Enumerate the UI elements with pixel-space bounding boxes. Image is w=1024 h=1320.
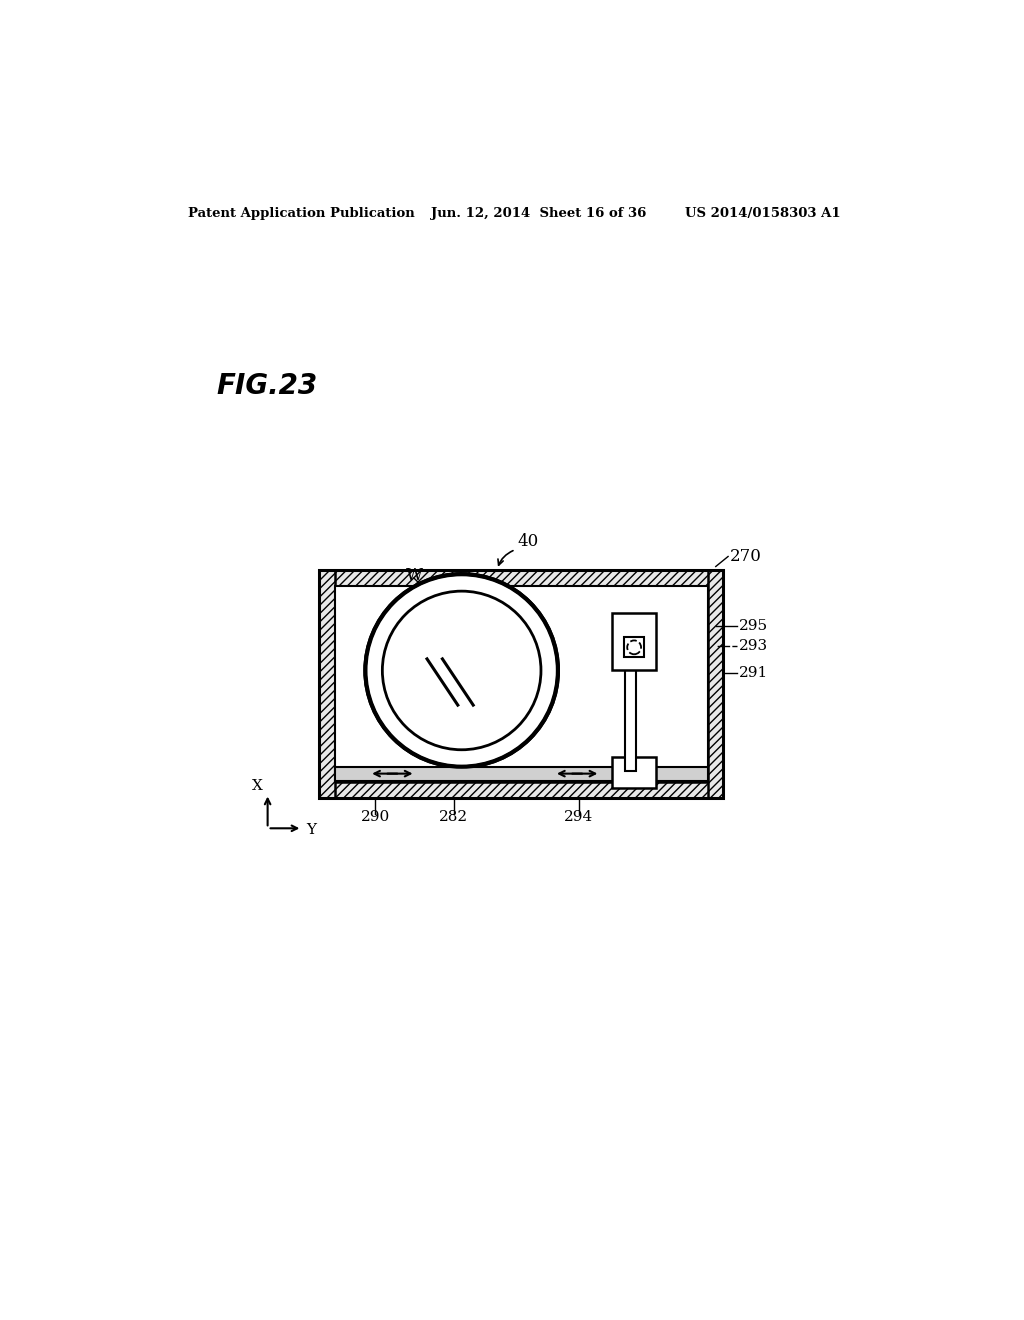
Bar	[335, 767, 708, 780]
Text: 40: 40	[518, 533, 539, 550]
Polygon shape	[319, 570, 724, 586]
Text: 291: 291	[739, 665, 768, 680]
Text: Jun. 12, 2014  Sheet 16 of 36: Jun. 12, 2014 Sheet 16 of 36	[431, 207, 646, 220]
Ellipse shape	[382, 591, 541, 750]
Text: FIG.23: FIG.23	[217, 371, 317, 400]
Text: Y: Y	[306, 822, 316, 837]
Text: X: X	[252, 779, 263, 793]
Text: US 2014/0158303 A1: US 2014/0158303 A1	[685, 207, 841, 220]
Text: 290: 290	[360, 809, 390, 824]
Polygon shape	[319, 781, 724, 797]
Polygon shape	[708, 570, 724, 797]
Text: 293: 293	[739, 639, 768, 653]
Bar	[625, 638, 644, 657]
Text: 295: 295	[739, 619, 768, 632]
Polygon shape	[335, 586, 708, 781]
Polygon shape	[319, 570, 335, 797]
Text: 294: 294	[564, 809, 593, 824]
Text: W: W	[407, 568, 423, 585]
Text: 270: 270	[730, 548, 762, 565]
Bar	[625, 671, 636, 771]
Text: 282: 282	[439, 809, 469, 824]
Text: Patent Application Publication: Patent Application Publication	[188, 207, 415, 220]
Bar	[611, 758, 656, 788]
Bar	[611, 612, 656, 671]
Ellipse shape	[367, 576, 556, 766]
